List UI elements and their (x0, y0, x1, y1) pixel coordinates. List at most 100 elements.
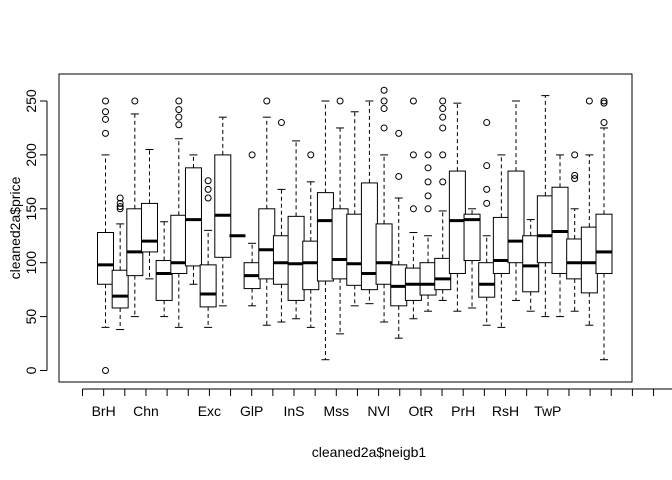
box-iqr (214, 154, 232, 258)
outlier-point (204, 177, 212, 185)
box-9 (214, 116, 232, 307)
box-iqr (595, 213, 613, 274)
outlier-point (483, 119, 491, 127)
box-21 (390, 129, 408, 339)
box-iqr (126, 208, 144, 277)
box-iqr (375, 223, 393, 285)
outlier-point (263, 97, 271, 105)
box-iqr (97, 232, 114, 285)
outlier-point (380, 97, 388, 105)
box-6 (170, 97, 188, 328)
box-22 (404, 97, 422, 320)
box-7 (184, 154, 202, 285)
box-24 (434, 97, 452, 301)
box-iqr (536, 195, 554, 264)
box-26 (463, 208, 481, 309)
box-30 (522, 219, 540, 312)
outlier-point (102, 108, 109, 116)
box-iqr (302, 240, 320, 291)
outlier-point (439, 97, 447, 105)
x-tick-label: BrH (92, 403, 116, 419)
box-14 (287, 140, 305, 320)
outlier-point (277, 119, 285, 127)
outlier-point (439, 178, 447, 186)
outlier-point (600, 97, 608, 105)
outlier-point (409, 151, 417, 159)
box-34 (580, 97, 598, 326)
outlier-point (439, 113, 447, 121)
box-29 (507, 100, 525, 301)
y-axis: 0 50 100 150 200 250 (23, 89, 48, 374)
outlier-point (424, 205, 432, 213)
outlier-point (204, 185, 212, 193)
outlier-point (380, 86, 388, 94)
outlier-point (175, 113, 183, 121)
y-tick-label: 100 (23, 251, 39, 275)
outlier-point (395, 129, 403, 137)
outlier-point (102, 97, 109, 105)
box-4 (140, 149, 158, 280)
outlier-point (116, 203, 124, 211)
box-20 (375, 86, 393, 323)
box-iqr (155, 260, 173, 301)
box-13 (272, 119, 290, 323)
y-tick-label: 150 (23, 197, 39, 221)
y-axis-title: cleaned2a$price (7, 176, 23, 279)
y-tick-label: 50 (23, 309, 39, 325)
box-iqr (258, 208, 276, 280)
box-19 (360, 100, 378, 305)
outlier-point (116, 205, 124, 213)
box-28 (492, 154, 510, 328)
x-tick-label: Mss (323, 403, 349, 419)
outlier-point (571, 175, 579, 183)
boxes-group (97, 86, 613, 374)
box-2 (111, 194, 129, 331)
x-tick-label: NVl (367, 403, 390, 419)
outlier-point (424, 178, 432, 186)
box-iqr (478, 262, 496, 298)
outlier-point (395, 172, 403, 180)
box-35 (595, 97, 613, 361)
outlier-point (409, 97, 417, 105)
outlier-point (204, 194, 212, 202)
outlier-point (175, 106, 183, 114)
box-iqr (566, 238, 584, 280)
box-16 (316, 100, 334, 361)
y-tick-label: 200 (23, 143, 39, 167)
box-iqr (331, 208, 349, 280)
box-33 (566, 151, 584, 312)
outlier-point (483, 162, 491, 170)
box-27 (478, 119, 496, 326)
outlier-point (102, 115, 109, 123)
box-23 (419, 151, 437, 312)
box-iqr (522, 235, 540, 293)
outlier-point (380, 105, 388, 113)
outlier-point (175, 97, 183, 105)
outlier-point (483, 185, 491, 193)
outlier-point (571, 171, 579, 179)
box-11 (243, 151, 261, 307)
outlier-point (600, 99, 608, 107)
x-tick-label: TwP (534, 403, 561, 419)
box-32 (551, 154, 569, 318)
box-17 (331, 97, 349, 335)
box-iqr (580, 226, 598, 294)
outlier-point (600, 119, 608, 127)
outlier-point (439, 151, 447, 159)
outlier-point (424, 151, 432, 159)
box-12 (258, 97, 276, 326)
y-tick-label: 0 (23, 366, 39, 374)
box-iqr (199, 264, 217, 308)
outlier-point (116, 199, 124, 207)
outlier-point (307, 151, 315, 159)
x-axis-title: cleaned2a$neigb1 (312, 444, 427, 460)
box-iqr (492, 216, 510, 274)
outlier-point (248, 151, 256, 159)
outlier-point (585, 97, 593, 105)
outlier-point (116, 194, 124, 202)
box-iqr (434, 257, 452, 291)
outlier-point (131, 97, 139, 105)
box-iqr (346, 213, 364, 286)
box-8 (199, 177, 217, 328)
